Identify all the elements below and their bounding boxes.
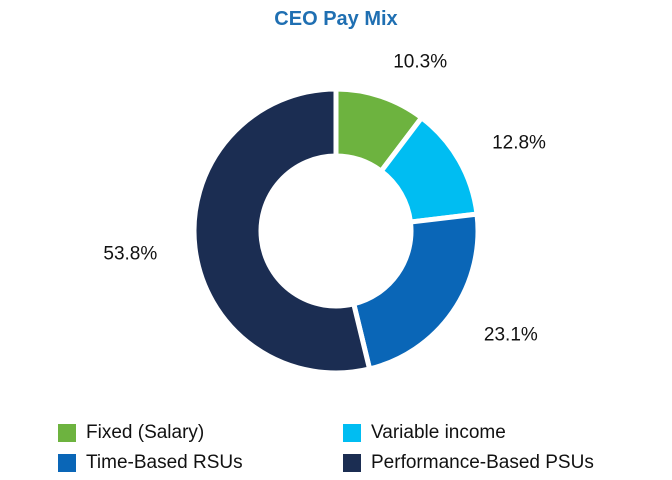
legend-swatch-time-based-rsus	[58, 454, 76, 472]
legend-item-performance-based-psus: Performance-Based PSUs	[343, 451, 594, 475]
legend-item-fixed-salary: Fixed (Salary)	[58, 421, 204, 445]
data-label-time-based-rsus: 23.1%	[484, 325, 538, 346]
legend-label-performance-based-psus: Performance-Based PSUs	[371, 452, 594, 473]
data-label-variable-income: 12.8%	[492, 132, 546, 153]
legend-swatch-fixed-salary	[58, 424, 76, 442]
data-label-fixed-salary: 10.3%	[393, 51, 447, 72]
data-label-performance-based-psus: 53.8%	[103, 243, 157, 264]
donut-slice-time-based-rsus	[350, 211, 481, 372]
legend-label-variable-income: Variable income	[371, 422, 506, 443]
chart-title: CEO Pay Mix	[274, 8, 398, 30]
legend-item-variable-income: Variable income	[343, 421, 506, 445]
donut-chart: 10.3% 12.8% 23.1% 53.8%	[103, 51, 547, 376]
legend-label-fixed-salary: Fixed (Salary)	[86, 422, 205, 443]
legend-swatch-performance-based-psus	[343, 454, 361, 472]
donut-slice-performance-based-psus	[191, 86, 373, 376]
legend-item-time-based-rsus: Time-Based RSUs	[58, 451, 243, 475]
legend-swatch-variable-income	[343, 424, 361, 442]
legend-label-time-based-rsus: Time-Based RSUs	[86, 452, 243, 473]
